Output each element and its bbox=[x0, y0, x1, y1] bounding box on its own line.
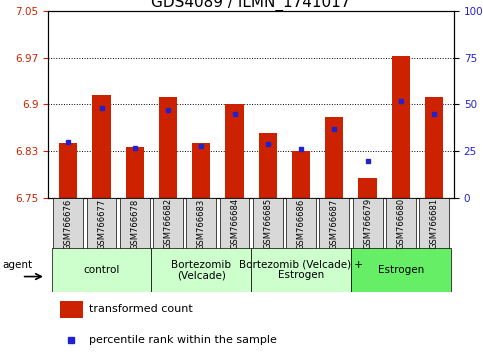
Bar bbox=[351, 248, 451, 292]
Bar bbox=[192, 143, 211, 198]
Bar bbox=[425, 97, 443, 198]
Bar bbox=[86, 198, 116, 250]
Text: GSM766680: GSM766680 bbox=[397, 198, 405, 250]
Text: transformed count: transformed count bbox=[89, 304, 193, 314]
Bar bbox=[419, 198, 449, 250]
Bar bbox=[52, 248, 151, 292]
Text: control: control bbox=[84, 265, 120, 275]
Bar bbox=[253, 198, 283, 250]
Bar bbox=[220, 198, 250, 250]
Text: GSM766678: GSM766678 bbox=[130, 198, 139, 250]
Text: GSM766687: GSM766687 bbox=[330, 198, 339, 250]
Bar bbox=[386, 198, 416, 250]
Bar bbox=[392, 56, 410, 198]
Bar bbox=[126, 147, 144, 198]
Bar bbox=[325, 117, 343, 198]
Bar bbox=[286, 198, 316, 250]
Bar bbox=[258, 132, 277, 198]
Bar bbox=[186, 198, 216, 250]
Text: GSM766682: GSM766682 bbox=[164, 198, 172, 250]
Bar bbox=[53, 198, 83, 250]
Text: Estrogen: Estrogen bbox=[378, 265, 424, 275]
Title: GDS4089 / ILMN_1741017: GDS4089 / ILMN_1741017 bbox=[152, 0, 351, 11]
Text: GSM766676: GSM766676 bbox=[64, 198, 73, 250]
Bar bbox=[319, 198, 349, 250]
Bar bbox=[226, 104, 244, 198]
Text: agent: agent bbox=[2, 261, 32, 270]
Text: GSM766686: GSM766686 bbox=[297, 198, 306, 250]
Bar bbox=[151, 248, 251, 292]
Bar bbox=[159, 97, 177, 198]
Text: Bortezomib (Velcade) +
Estrogen: Bortezomib (Velcade) + Estrogen bbox=[239, 259, 363, 280]
Bar bbox=[59, 143, 77, 198]
Bar bbox=[292, 151, 310, 198]
Text: GSM766677: GSM766677 bbox=[97, 198, 106, 250]
Text: percentile rank within the sample: percentile rank within the sample bbox=[89, 335, 277, 346]
Text: GSM766685: GSM766685 bbox=[263, 198, 272, 250]
Text: Bortezomib
(Velcade): Bortezomib (Velcade) bbox=[171, 259, 231, 280]
Text: GSM766683: GSM766683 bbox=[197, 198, 206, 250]
Text: GSM766679: GSM766679 bbox=[363, 198, 372, 250]
Bar bbox=[358, 178, 377, 198]
Bar bbox=[92, 95, 111, 198]
Bar bbox=[120, 198, 150, 250]
Bar bbox=[251, 248, 351, 292]
Text: GSM766681: GSM766681 bbox=[429, 198, 439, 250]
Bar bbox=[353, 198, 383, 250]
Bar bbox=[153, 198, 183, 250]
Text: GSM766684: GSM766684 bbox=[230, 198, 239, 250]
Bar bbox=[60, 301, 83, 318]
